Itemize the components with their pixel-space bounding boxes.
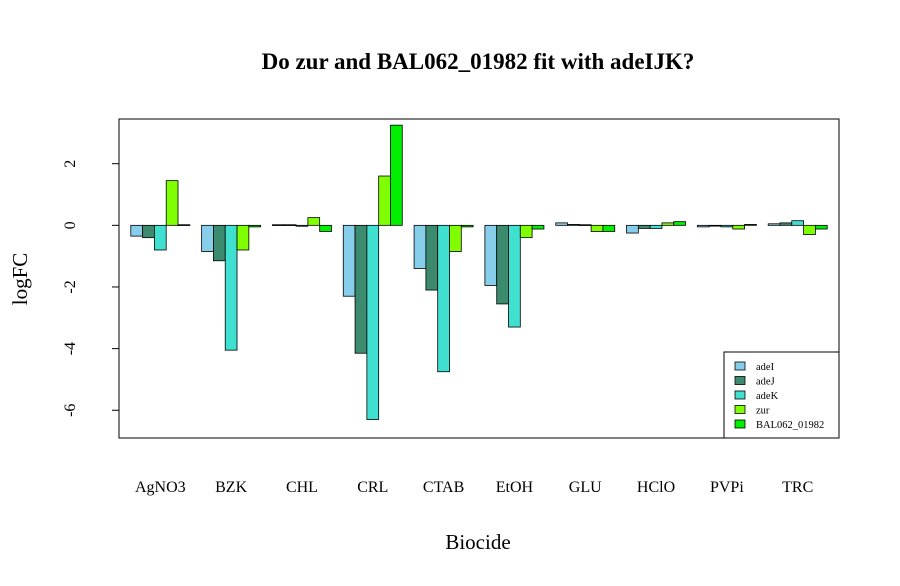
bar-trc-adei: [767, 223, 781, 226]
x-tick-label: PVPi: [710, 479, 744, 496]
x-tick-label: TRC: [782, 479, 813, 496]
bar-trc-adej: [779, 222, 793, 226]
bar-pvpi-bal062_01982: [744, 224, 757, 226]
bar-agno3-adej: [142, 224, 155, 239]
bars: [130, 124, 828, 420]
y-axis: -6 -4 -2 0 2: [62, 160, 120, 417]
bar-crl-adej: [354, 224, 368, 354]
legend-label: adeK: [756, 391, 779, 402]
legend-swatch: [734, 361, 746, 371]
bar-glu-adek: [578, 224, 592, 226]
bar-hclo-adej: [637, 224, 651, 229]
legend-label: adeI: [756, 362, 775, 373]
y-tick-label: -2: [62, 280, 79, 293]
bar-agno3-zur: [165, 180, 179, 226]
bar-bzk-adei: [201, 224, 214, 252]
bar-bzk-bal062_01982: [248, 224, 262, 228]
bar-agno3-bal062_01982: [177, 224, 191, 226]
bar-agno3-adei: [130, 224, 144, 237]
bar-pvpi-adej: [708, 224, 722, 227]
x-tick-label: HClO: [637, 479, 675, 496]
bar-hclo-adek: [649, 224, 663, 229]
bar-bzk-adej: [213, 224, 226, 262]
chart-title: Do zur and BAL062_01982 fit with adeIJK?: [262, 49, 695, 74]
bar-ctab-adej: [425, 224, 439, 291]
legend-swatch: [734, 405, 746, 414]
bar-pvpi-adei: [696, 224, 710, 228]
x-tick-label: CHL: [286, 479, 318, 496]
bar-trc-zur: [803, 224, 816, 235]
legend: adeI adeJ adeK zur BAL062_01982: [723, 351, 840, 439]
bar-crl-adek: [366, 224, 380, 420]
x-tick-label: EtOH: [496, 479, 534, 496]
bar-pvpi-adek: [720, 224, 734, 228]
legend-swatch: [734, 390, 746, 400]
bar-hclo-bal062_01982: [673, 221, 686, 226]
x-tick-label: CRL: [357, 479, 388, 496]
bar-crl-adei: [342, 224, 356, 297]
y-tick-label: -4: [62, 342, 79, 355]
bar-chl-adek: [295, 224, 309, 227]
x-tick-label: GLU: [569, 479, 602, 496]
legend-label: adeJ: [756, 377, 775, 388]
bar-etoh-adek: [508, 224, 521, 328]
bar-etoh-adej: [496, 224, 509, 305]
bar-ctab-zur: [449, 224, 462, 252]
bar-glu-zur: [590, 224, 604, 232]
bar-hclo-zur: [661, 222, 675, 226]
bar-hclo-adei: [626, 224, 639, 234]
bar-bzk-adek: [224, 224, 238, 351]
bar-chl-bal062_01982: [319, 224, 332, 232]
bar-trc-bal062_01982: [814, 224, 828, 230]
bar-bzk-zur: [236, 224, 250, 251]
bar-etoh-bal062_01982: [531, 224, 545, 230]
bar-chl-adej: [283, 224, 297, 226]
x-tick-label: CTAB: [423, 479, 464, 496]
bar-ctab-bal062_01982: [460, 224, 474, 228]
legend-swatch: [734, 376, 746, 385]
bar-ctab-adei: [413, 224, 427, 269]
bar-crl-zur: [378, 175, 391, 226]
x-tick-label: AgNO3: [135, 479, 186, 496]
x-tick-labels: AgNO3 BZK CHL CRL CTAB EtOH GLU HClO PVPi TRC: [135, 479, 813, 496]
bar-glu-bal062_01982: [602, 224, 616, 232]
bar-glu-adei: [555, 222, 568, 226]
legend-label: zur: [756, 406, 770, 417]
bar-chl-zur: [307, 217, 321, 226]
bar-glu-adej: [567, 224, 580, 226]
bar-crl-bal062_01982: [390, 124, 403, 226]
bar-chl-adei: [272, 224, 285, 226]
bar-etoh-adei: [484, 224, 498, 286]
bar-ctab-adek: [437, 224, 450, 373]
bar-pvpi-zur: [732, 224, 745, 230]
bar-agno3-adek: [154, 224, 167, 251]
bar-etoh-zur: [519, 224, 533, 239]
bar-trc-adek: [791, 220, 804, 226]
x-tick-label: BZK: [215, 479, 247, 496]
legend-label: BAL062_01982: [756, 420, 824, 431]
y-tick-label: 0: [62, 221, 79, 229]
x-axis-title: Biocide: [445, 530, 510, 554]
y-tick-label: -6: [62, 404, 79, 417]
y-tick-label: 2: [62, 160, 79, 168]
y-axis-title: logFC: [8, 253, 32, 306]
legend-swatch: [734, 419, 746, 429]
